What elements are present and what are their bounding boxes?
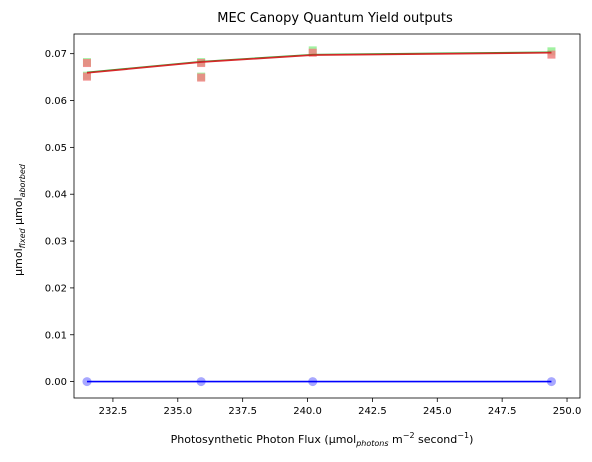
x-axis-label-part: second	[415, 433, 458, 446]
plot-frame	[73, 33, 581, 399]
y-tick-label: 0.04	[45, 190, 67, 201]
x-tick-label: 250.0	[553, 406, 582, 417]
data-point	[547, 50, 556, 59]
x-tick-label: 240.0	[293, 406, 322, 417]
y-tick-label: 0.03	[45, 237, 67, 248]
y-axis-label: µmolfixed µmolaborbed	[12, 163, 27, 276]
y-tick-label: 0.00	[45, 377, 67, 388]
data-point	[308, 48, 317, 57]
series-4	[86, 51, 552, 74]
chart-title: MEC Canopy Quantum Yield outputs	[217, 11, 453, 26]
series-line	[86, 51, 552, 74]
series-0	[82, 46, 556, 81]
data-point	[82, 72, 91, 81]
x-axis-label: Photosynthetic Photon Flux (µmolphotons …	[171, 431, 474, 448]
y-axis: 0.00 0.01 0.02 0.03 0.04 0.05 0.06 0.07	[45, 49, 74, 388]
x-tick-label: 232.5	[99, 406, 128, 417]
x-tick-label: 237.5	[228, 406, 257, 417]
y-axis-label-subscript: aborbed	[18, 163, 27, 197]
series-1	[82, 48, 556, 82]
x-axis-label-superscript: −2	[403, 431, 415, 440]
y-axis-label-part: µmol	[12, 197, 25, 228]
y-tick-label: 0.07	[45, 49, 67, 60]
x-tick-label: 245.0	[423, 406, 452, 417]
x-axis-label-base: Photosynthetic Photon Flux (µmol	[171, 433, 357, 446]
x-axis: 232.5 235.0 237.5 240.0 242.5 245.0 247.5 250.0	[99, 398, 582, 417]
x-tick-label: 247.5	[488, 406, 517, 417]
y-tick-label: 0.06	[45, 96, 67, 107]
x-axis-label-part: )	[469, 433, 473, 446]
x-axis-label-part: m	[389, 433, 403, 446]
data-point	[82, 59, 91, 68]
x-tick-label: 242.5	[358, 406, 387, 417]
x-tick-label: 235.0	[163, 406, 192, 417]
x-axis-label-superscript: −1	[457, 431, 469, 440]
data-point	[197, 73, 206, 82]
x-axis-label-subscript: photons	[355, 439, 388, 448]
y-tick-label: 0.01	[45, 330, 67, 341]
plot-area	[82, 46, 556, 387]
y-tick-label: 0.05	[45, 143, 67, 154]
y-axis-label-subscript: fixed	[18, 228, 27, 249]
data-point	[197, 59, 206, 68]
y-tick-label: 0.02	[45, 283, 67, 294]
y-axis-label-part: µmol	[12, 248, 25, 276]
